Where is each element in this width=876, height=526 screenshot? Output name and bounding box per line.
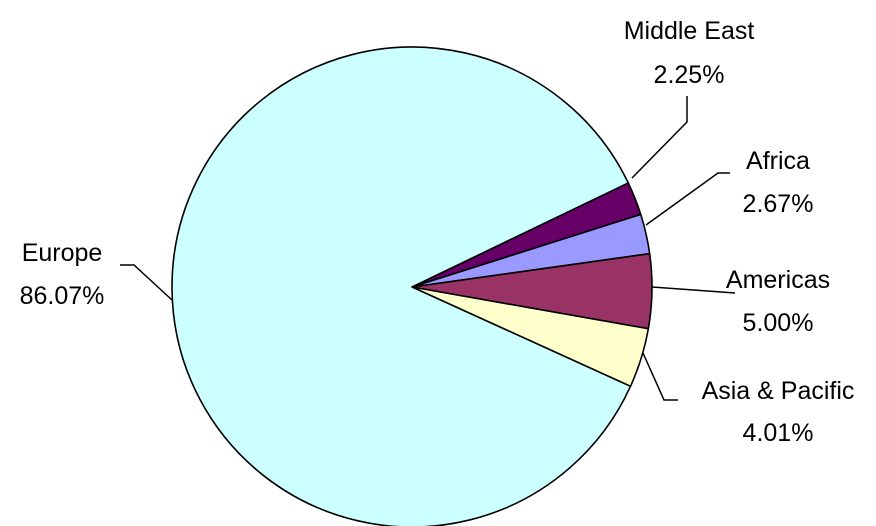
slice-label: Africa	[746, 147, 810, 175]
data-labels: Middle East 2.25% Africa 2.67% Americas 5.00%…	[20, 17, 855, 447]
slice-value-label: 2.25%	[654, 61, 725, 89]
leader-line	[631, 96, 688, 179]
pie-slices	[171, 46, 653, 526]
leader-line	[642, 352, 678, 401]
slice-value-label: 4.01%	[743, 419, 814, 447]
slice-label: Middle East	[624, 17, 755, 45]
pie-slice-europe	[171, 46, 632, 526]
slice-value-label: 2.67%	[743, 190, 814, 218]
slice-value-label: 86.07%	[20, 282, 105, 310]
slice-label: Asia & Pacific	[702, 377, 855, 405]
slice-label: Americas	[726, 266, 830, 294]
leader-lines	[120, 96, 736, 401]
slice-value-label: 5.00%	[743, 309, 814, 337]
leader-line	[645, 172, 730, 226]
leader-line	[120, 264, 173, 301]
slice-label: Europe	[22, 239, 103, 267]
leader-line	[651, 286, 736, 294]
